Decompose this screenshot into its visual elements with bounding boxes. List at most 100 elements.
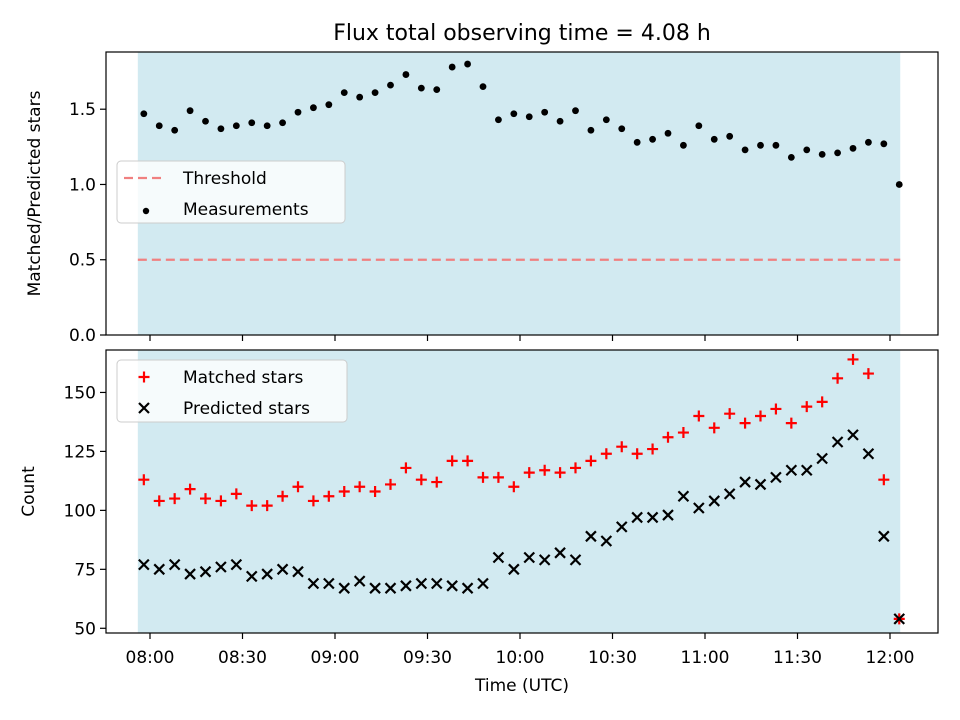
panels-group: 0.0 0.5 1.0 1.5 Matched/Predicted stars Thres…	[19, 51, 939, 668]
measurement-point	[787, 153, 795, 161]
measurement-point	[356, 93, 364, 101]
predicted-star-point	[184, 568, 196, 580]
measurement-point	[340, 89, 348, 97]
legend-label: Measurements	[183, 200, 309, 220]
measurement-point	[602, 116, 610, 124]
predicted-star-point	[739, 476, 751, 488]
predicted-star-point	[153, 563, 166, 576]
measurement-point	[680, 141, 687, 149]
matched-star-point	[816, 396, 828, 408]
matched-star-point	[832, 372, 844, 384]
predicted-star-point	[276, 563, 289, 576]
matched-star-point	[847, 353, 859, 365]
x-tick-label: 09:00	[311, 648, 360, 668]
matched-star-point	[215, 495, 227, 507]
measurement-point	[495, 116, 502, 124]
matched-star-point	[446, 455, 458, 467]
matched-star-point	[354, 481, 366, 493]
measurement-point	[880, 140, 888, 148]
predicted-star-point	[369, 582, 381, 594]
matched-star-point	[647, 443, 659, 455]
matched-star-point	[246, 500, 258, 512]
measurement-point	[186, 107, 194, 115]
predicted-star-point	[353, 575, 366, 587]
predicted-star-point	[415, 577, 428, 590]
legend-measurement-swatch	[142, 207, 150, 215]
measurement-point	[417, 84, 425, 92]
matched-star-point	[338, 486, 350, 497]
x-tick-label: 10:30	[588, 648, 637, 668]
x-tick-label: 11:30	[773, 648, 822, 668]
matched-star-point	[369, 486, 381, 497]
matched-star-point	[677, 427, 689, 439]
matched-star-point	[400, 462, 412, 474]
legend-label: Matched stars	[183, 368, 303, 388]
chart-title: Flux total observing time = 4.08 h	[333, 21, 711, 46]
measurement-point	[402, 71, 410, 78]
predicted-star-point	[631, 511, 643, 524]
predicted-star-point	[538, 554, 551, 566]
measurement-point	[448, 63, 456, 71]
measurement-point	[849, 144, 857, 152]
predicted-star-point	[168, 558, 181, 571]
predicted-star-point	[338, 582, 351, 594]
measurement-point	[387, 81, 394, 89]
y-tick-label: 1.5	[69, 100, 96, 120]
y-axis-label: Matched/Predicted stars	[25, 90, 45, 296]
measurement-point	[294, 108, 302, 116]
plot-frame	[105, 349, 939, 634]
legend-label: Predicted stars	[183, 399, 310, 419]
plot-frame	[105, 51, 939, 336]
y-tick-label: 150	[64, 383, 96, 403]
y-tick-label: 0.5	[69, 251, 96, 271]
predicted-star-point	[430, 577, 443, 590]
measurement-point	[155, 122, 163, 130]
predicted-star-point	[677, 490, 690, 502]
y-tick-label: 1.0	[69, 175, 96, 195]
predicted-star-point	[662, 509, 674, 521]
matched-star-point	[662, 431, 674, 443]
predicted-star-point	[816, 452, 828, 465]
matched-star-point	[138, 474, 150, 486]
y-axis-label: Count	[19, 466, 39, 517]
matched-star-point	[631, 448, 643, 460]
legend-matched-swatch	[138, 371, 150, 383]
matched-star-point	[770, 403, 782, 415]
legend-predicted-swatch	[138, 402, 150, 414]
predicted-star-point	[384, 582, 397, 594]
measurement-point	[510, 110, 518, 118]
measurement-point	[248, 119, 256, 127]
measurement-point	[834, 149, 841, 157]
predicted-star-point	[754, 478, 767, 491]
matched-star-point	[431, 476, 443, 488]
predicted-star-point	[600, 535, 613, 547]
predicted-star-point	[800, 464, 813, 477]
measurement-point	[525, 113, 533, 121]
measurement-point	[433, 86, 441, 94]
matched-star-point	[693, 410, 705, 422]
measurement-point	[741, 146, 749, 154]
measurement-point	[217, 125, 225, 133]
measurement-point	[710, 135, 718, 143]
matched-star-point	[477, 471, 489, 483]
measurement-point	[895, 181, 903, 188]
y-tick-label: 125	[64, 442, 96, 462]
predicted-star-point	[508, 563, 520, 576]
predicted-star-point	[461, 582, 474, 594]
predicted-star-point	[646, 511, 659, 524]
matched-star-point	[600, 448, 612, 460]
predicted-star-point	[878, 530, 890, 543]
predicted-star-point	[492, 551, 505, 564]
x-tick-label: 08:30	[218, 648, 267, 668]
measurement-point	[140, 110, 148, 118]
matched-star-point	[616, 441, 628, 453]
measurement-point	[464, 60, 471, 68]
x-tick-label: 11:00	[681, 648, 730, 668]
matched-star-point	[739, 417, 751, 429]
matched-star-point	[801, 401, 813, 413]
matched-star-point	[307, 495, 319, 507]
matched-star-point	[585, 455, 597, 467]
ratio-panel: 0.0 0.5 1.0 1.5 Matched/Predicted stars Thres…	[25, 51, 939, 346]
measurement-point	[695, 122, 703, 130]
